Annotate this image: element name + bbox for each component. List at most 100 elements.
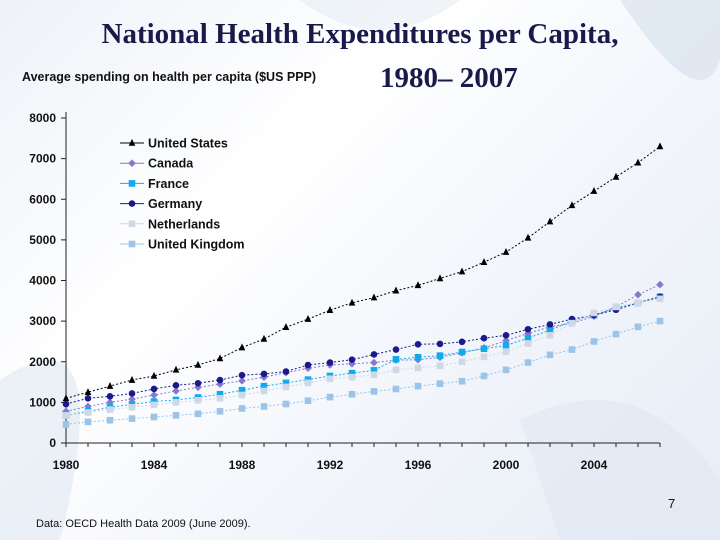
data-point-netherlands bbox=[150, 401, 158, 409]
x-tick-label: 1992 bbox=[317, 458, 344, 472]
data-point-netherlands bbox=[414, 364, 422, 372]
data-point-united-states bbox=[106, 382, 114, 389]
data-point-germany bbox=[392, 346, 400, 353]
data-point-united-states bbox=[238, 343, 246, 351]
data-point-united-states bbox=[260, 334, 268, 342]
data-point-united-kingdom bbox=[458, 377, 466, 385]
data-point-germany bbox=[524, 325, 532, 333]
data-point-united-kingdom bbox=[546, 351, 554, 359]
series-line-united-kingdom bbox=[65, 320, 661, 425]
x-tick-label: 1984 bbox=[141, 458, 168, 472]
y-tick-label: 2000 bbox=[29, 355, 56, 369]
data-point-united-states bbox=[128, 375, 136, 383]
data-point-germany bbox=[128, 390, 136, 397]
data-point-united-states bbox=[370, 293, 378, 301]
data-point-germany bbox=[326, 359, 334, 366]
data-point-united-kingdom bbox=[348, 390, 356, 398]
data-point-united-kingdom bbox=[106, 416, 114, 424]
data-point-netherlands bbox=[590, 309, 598, 317]
data-point-netherlands bbox=[238, 391, 246, 399]
data-point-france bbox=[414, 353, 422, 361]
data-point-united-states bbox=[590, 187, 598, 194]
data-point-united-kingdom bbox=[304, 397, 312, 405]
data-point-united-states bbox=[392, 286, 400, 294]
data-point-netherlands bbox=[194, 397, 202, 404]
data-point-united-kingdom bbox=[524, 359, 532, 366]
data-point-united-kingdom bbox=[194, 410, 202, 418]
data-point-france bbox=[370, 366, 378, 374]
data-point-united-kingdom bbox=[634, 323, 642, 331]
data-point-netherlands bbox=[612, 303, 620, 311]
data-point-germany bbox=[370, 351, 378, 358]
y-tick-label: 3000 bbox=[29, 314, 56, 328]
data-point-netherlands bbox=[656, 295, 664, 303]
data-point-united-kingdom bbox=[502, 366, 510, 374]
data-point-united-kingdom bbox=[326, 393, 334, 401]
data-point-netherlands bbox=[524, 340, 532, 347]
legend-label-netherlands: Netherlands bbox=[148, 217, 220, 231]
data-point-netherlands bbox=[502, 348, 510, 355]
data-point-united-kingdom bbox=[590, 338, 598, 345]
legend-marker-france bbox=[128, 180, 136, 187]
data-point-united-states bbox=[612, 172, 620, 180]
data-point-france bbox=[348, 369, 356, 377]
data-point-united-kingdom bbox=[84, 418, 92, 426]
data-point-france bbox=[216, 390, 224, 398]
data-point-germany bbox=[172, 382, 180, 389]
data-point-germany bbox=[216, 376, 224, 384]
data-point-united-kingdom bbox=[370, 388, 378, 395]
data-point-germany bbox=[106, 392, 114, 400]
data-point-netherlands bbox=[216, 395, 224, 402]
data-point-netherlands bbox=[392, 366, 400, 374]
data-point-germany bbox=[84, 395, 92, 402]
data-point-united-kingdom bbox=[172, 412, 180, 419]
data-point-united-kingdom bbox=[568, 346, 576, 353]
legend-label-france: France bbox=[148, 177, 189, 191]
data-point-united-states bbox=[282, 323, 290, 331]
data-point-france bbox=[524, 334, 532, 342]
data-point-germany bbox=[150, 385, 158, 393]
data-point-germany bbox=[480, 334, 488, 342]
legend-label-united-kingdom: United Kingdom bbox=[148, 238, 245, 252]
data-point-france bbox=[458, 348, 466, 356]
data-point-united-kingdom bbox=[260, 403, 268, 410]
data-point-united-states bbox=[194, 360, 202, 368]
data-point-netherlands bbox=[128, 403, 136, 411]
data-point-united-states bbox=[304, 314, 312, 322]
x-tick-label: 1988 bbox=[229, 458, 256, 472]
data-point-united-kingdom bbox=[216, 408, 224, 415]
data-point-canada bbox=[634, 290, 642, 299]
page-number: 7 bbox=[668, 496, 676, 511]
x-tick-label: 2004 bbox=[581, 458, 608, 472]
data-point-united-states bbox=[524, 233, 532, 241]
y-tick-label: 0 bbox=[49, 436, 56, 450]
data-point-germany bbox=[62, 400, 70, 408]
y-tick-label: 5000 bbox=[29, 233, 56, 247]
data-point-france bbox=[260, 382, 268, 390]
data-point-canada bbox=[524, 329, 532, 338]
data-point-united-states bbox=[414, 281, 422, 289]
data-point-germany bbox=[282, 368, 290, 375]
x-tick-label: 1980 bbox=[53, 458, 80, 472]
data-point-germany bbox=[304, 361, 312, 369]
data-point-united-kingdom bbox=[128, 415, 136, 422]
data-point-netherlands bbox=[260, 387, 268, 395]
data-point-netherlands bbox=[634, 299, 642, 307]
data-point-united-states bbox=[216, 354, 224, 362]
y-tick-label: 8000 bbox=[29, 111, 56, 125]
x-tick-label: 2000 bbox=[493, 458, 520, 472]
data-point-netherlands bbox=[172, 399, 180, 406]
data-point-france bbox=[238, 386, 246, 394]
data-point-france bbox=[480, 345, 488, 353]
legend-marker-canada bbox=[128, 159, 136, 167]
data-point-united-kingdom bbox=[392, 385, 400, 393]
data-point-united-states bbox=[348, 298, 356, 306]
data-point-united-states bbox=[568, 201, 576, 209]
y-tick-label: 7000 bbox=[29, 152, 56, 166]
data-point-germany bbox=[458, 338, 466, 346]
data-point-germany bbox=[436, 340, 444, 348]
series-line-germany bbox=[65, 296, 661, 405]
data-point-germany bbox=[502, 332, 510, 339]
data-point-united-states bbox=[150, 371, 158, 379]
data-point-netherlands bbox=[546, 332, 554, 339]
